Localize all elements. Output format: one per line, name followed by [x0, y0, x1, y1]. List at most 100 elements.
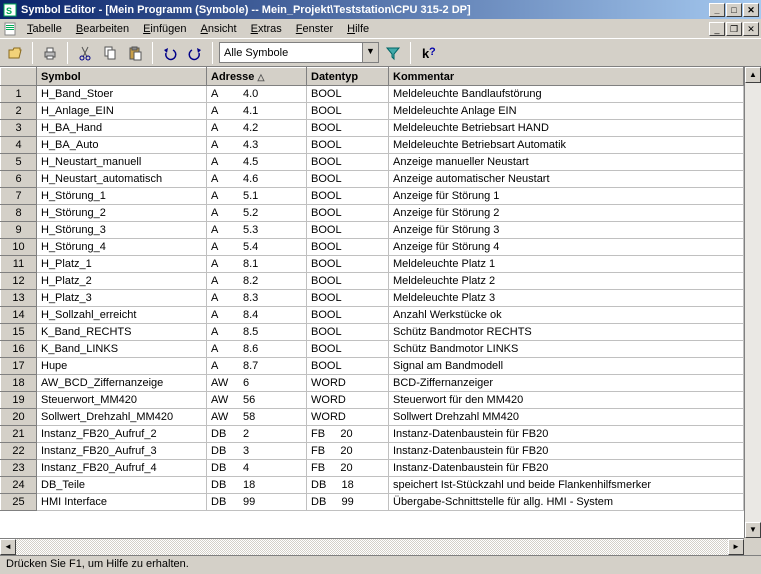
cell-adresse[interactable]: A5.3 — [207, 222, 307, 239]
cell-symbol[interactable]: K_Band_LINKS — [37, 341, 207, 358]
cell-datentyp[interactable]: WORD — [307, 375, 389, 392]
minimize-button[interactable]: _ — [709, 3, 725, 17]
table-row[interactable]: 15K_Band_RECHTSA8.5BOOLSchütz Bandmotor … — [1, 324, 744, 341]
table-row[interactable]: 24DB_TeileDB18DB 18speichert Ist-Stückza… — [1, 477, 744, 494]
scroll-left-icon[interactable]: ◄ — [0, 539, 16, 555]
table-row[interactable]: 9H_Störung_3A5.3BOOLAnzeige für Störung … — [1, 222, 744, 239]
cell-kommentar[interactable]: Instanz-Datenbaustein für FB20 — [389, 426, 744, 443]
row-header[interactable]: 15 — [1, 324, 37, 341]
cell-adresse[interactable]: A5.4 — [207, 239, 307, 256]
row-header[interactable]: 11 — [1, 256, 37, 273]
cell-kommentar[interactable]: Anzeige für Störung 1 — [389, 188, 744, 205]
mdi-minimize-button[interactable]: _ — [709, 22, 725, 36]
cell-datentyp[interactable]: BOOL — [307, 341, 389, 358]
cell-symbol[interactable]: Instanz_FB20_Aufruf_4 — [37, 460, 207, 477]
table-row[interactable]: 16K_Band_LINKSA8.6BOOLSchütz Bandmotor L… — [1, 341, 744, 358]
cell-datentyp[interactable]: BOOL — [307, 222, 389, 239]
table-row[interactable]: 11H_Platz_1A8.1BOOLMeldeleuchte Platz 1 — [1, 256, 744, 273]
menu-tabelle[interactable]: Tabelle — [20, 21, 69, 37]
cell-adresse[interactable]: A5.1 — [207, 188, 307, 205]
cell-symbol[interactable]: H_BA_Auto — [37, 137, 207, 154]
cell-adresse[interactable]: A8.3 — [207, 290, 307, 307]
row-header[interactable]: 19 — [1, 392, 37, 409]
cell-symbol[interactable]: Instanz_FB20_Aufruf_2 — [37, 426, 207, 443]
paste-button[interactable] — [124, 42, 146, 64]
cell-datentyp[interactable]: BOOL — [307, 324, 389, 341]
table-row[interactable]: 23Instanz_FB20_Aufruf_4DB4FB 20Instanz-D… — [1, 460, 744, 477]
cell-kommentar[interactable]: Meldeleuchte Betriebsart HAND — [389, 120, 744, 137]
table-row[interactable]: 17HupeA8.7BOOLSignal am Bandmodell — [1, 358, 744, 375]
cell-symbol[interactable]: AW_BCD_Ziffernanzeige — [37, 375, 207, 392]
cell-adresse[interactable]: A8.2 — [207, 273, 307, 290]
symbol-table[interactable]: Symbol Adresse △ Datentyp Kommentar 1H_B… — [0, 67, 744, 511]
cell-symbol[interactable]: H_Platz_3 — [37, 290, 207, 307]
cell-kommentar[interactable]: Steuerwort für den MM420 — [389, 392, 744, 409]
close-button[interactable]: ✕ — [743, 3, 759, 17]
row-header[interactable]: 6 — [1, 171, 37, 188]
col-symbol[interactable]: Symbol — [37, 68, 207, 86]
cell-datentyp[interactable]: DB 18 — [307, 477, 389, 494]
cell-adresse[interactable]: DB99 — [207, 494, 307, 511]
corner-header[interactable] — [1, 68, 37, 86]
cell-kommentar[interactable]: Anzahl Werkstücke ok — [389, 307, 744, 324]
row-header[interactable]: 3 — [1, 120, 37, 137]
menu-fenster[interactable]: Fenster — [289, 21, 340, 37]
cell-datentyp[interactable]: BOOL — [307, 154, 389, 171]
cell-adresse[interactable]: A4.1 — [207, 103, 307, 120]
table-row[interactable]: 8H_Störung_2A5.2BOOLAnzeige für Störung … — [1, 205, 744, 222]
table-row[interactable]: 25HMI InterfaceDB99DB 99Übergabe-Schnitt… — [1, 494, 744, 511]
cell-datentyp[interactable]: BOOL — [307, 86, 389, 103]
redo-button[interactable] — [184, 42, 206, 64]
cell-adresse[interactable]: A8.6 — [207, 341, 307, 358]
cell-datentyp[interactable]: DB 99 — [307, 494, 389, 511]
row-header[interactable]: 10 — [1, 239, 37, 256]
cell-datentyp[interactable]: BOOL — [307, 239, 389, 256]
cell-kommentar[interactable]: Meldeleuchte Anlage EIN — [389, 103, 744, 120]
cell-datentyp[interactable]: BOOL — [307, 137, 389, 154]
menu-ansicht[interactable]: Ansicht — [194, 21, 244, 37]
cell-kommentar[interactable]: Übergabe-Schnittstelle für allg. HMI - S… — [389, 494, 744, 511]
cell-symbol[interactable]: H_Störung_2 — [37, 205, 207, 222]
cell-datentyp[interactable]: FB 20 — [307, 460, 389, 477]
cell-symbol[interactable]: H_Neustart_manuell — [37, 154, 207, 171]
maximize-button[interactable]: □ — [726, 3, 742, 17]
cell-kommentar[interactable]: Signal am Bandmodell — [389, 358, 744, 375]
cell-symbol[interactable]: Hupe — [37, 358, 207, 375]
vertical-scrollbar[interactable]: ▲ ▼ — [744, 67, 761, 538]
cell-datentyp[interactable]: WORD — [307, 409, 389, 426]
table-row[interactable]: 19Steuerwort_MM420AW56WORDSteuerwort für… — [1, 392, 744, 409]
menu-bearbeiten[interactable]: Bearbeiten — [69, 21, 136, 37]
row-header[interactable]: 7 — [1, 188, 37, 205]
table-row[interactable]: 14H_Sollzahl_erreichtA8.4BOOLAnzahl Werk… — [1, 307, 744, 324]
table-row[interactable]: 20Sollwert_Drehzahl_MM420AW58WORDSollwer… — [1, 409, 744, 426]
table-row[interactable]: 4H_BA_AutoA4.3BOOLMeldeleuchte Betriebsa… — [1, 137, 744, 154]
cell-adresse[interactable]: A4.5 — [207, 154, 307, 171]
print-button[interactable] — [39, 42, 61, 64]
menu-einfügen[interactable]: Einfügen — [136, 21, 193, 37]
mdi-close-button[interactable]: ✕ — [743, 22, 759, 36]
cell-adresse[interactable]: DB4 — [207, 460, 307, 477]
cell-adresse[interactable]: A4.6 — [207, 171, 307, 188]
col-kommentar[interactable]: Kommentar — [389, 68, 744, 86]
cell-kommentar[interactable]: Sollwert Drehzahl MM420 — [389, 409, 744, 426]
cell-symbol[interactable]: H_Neustart_automatisch — [37, 171, 207, 188]
table-row[interactable]: 7H_Störung_1A5.1BOOLAnzeige für Störung … — [1, 188, 744, 205]
row-header[interactable]: 22 — [1, 443, 37, 460]
row-header[interactable]: 13 — [1, 290, 37, 307]
cell-datentyp[interactable]: BOOL — [307, 358, 389, 375]
cell-symbol[interactable]: Steuerwort_MM420 — [37, 392, 207, 409]
cell-adresse[interactable]: A5.2 — [207, 205, 307, 222]
table-row[interactable]: 1H_Band_StoerA4.0BOOLMeldeleuchte Bandla… — [1, 86, 744, 103]
table-row[interactable]: 5H_Neustart_manuellA4.5BOOLAnzeige manue… — [1, 154, 744, 171]
cell-adresse[interactable]: AW56 — [207, 392, 307, 409]
cell-symbol[interactable]: Sollwert_Drehzahl_MM420 — [37, 409, 207, 426]
row-header[interactable]: 5 — [1, 154, 37, 171]
cell-kommentar[interactable]: Schütz Bandmotor RECHTS — [389, 324, 744, 341]
help-button[interactable]: k? — [417, 42, 439, 64]
cell-adresse[interactable]: A8.1 — [207, 256, 307, 273]
row-header[interactable]: 16 — [1, 341, 37, 358]
cell-kommentar[interactable]: Meldeleuchte Platz 3 — [389, 290, 744, 307]
row-header[interactable]: 2 — [1, 103, 37, 120]
filter-button[interactable] — [382, 42, 404, 64]
cell-datentyp[interactable]: BOOL — [307, 120, 389, 137]
